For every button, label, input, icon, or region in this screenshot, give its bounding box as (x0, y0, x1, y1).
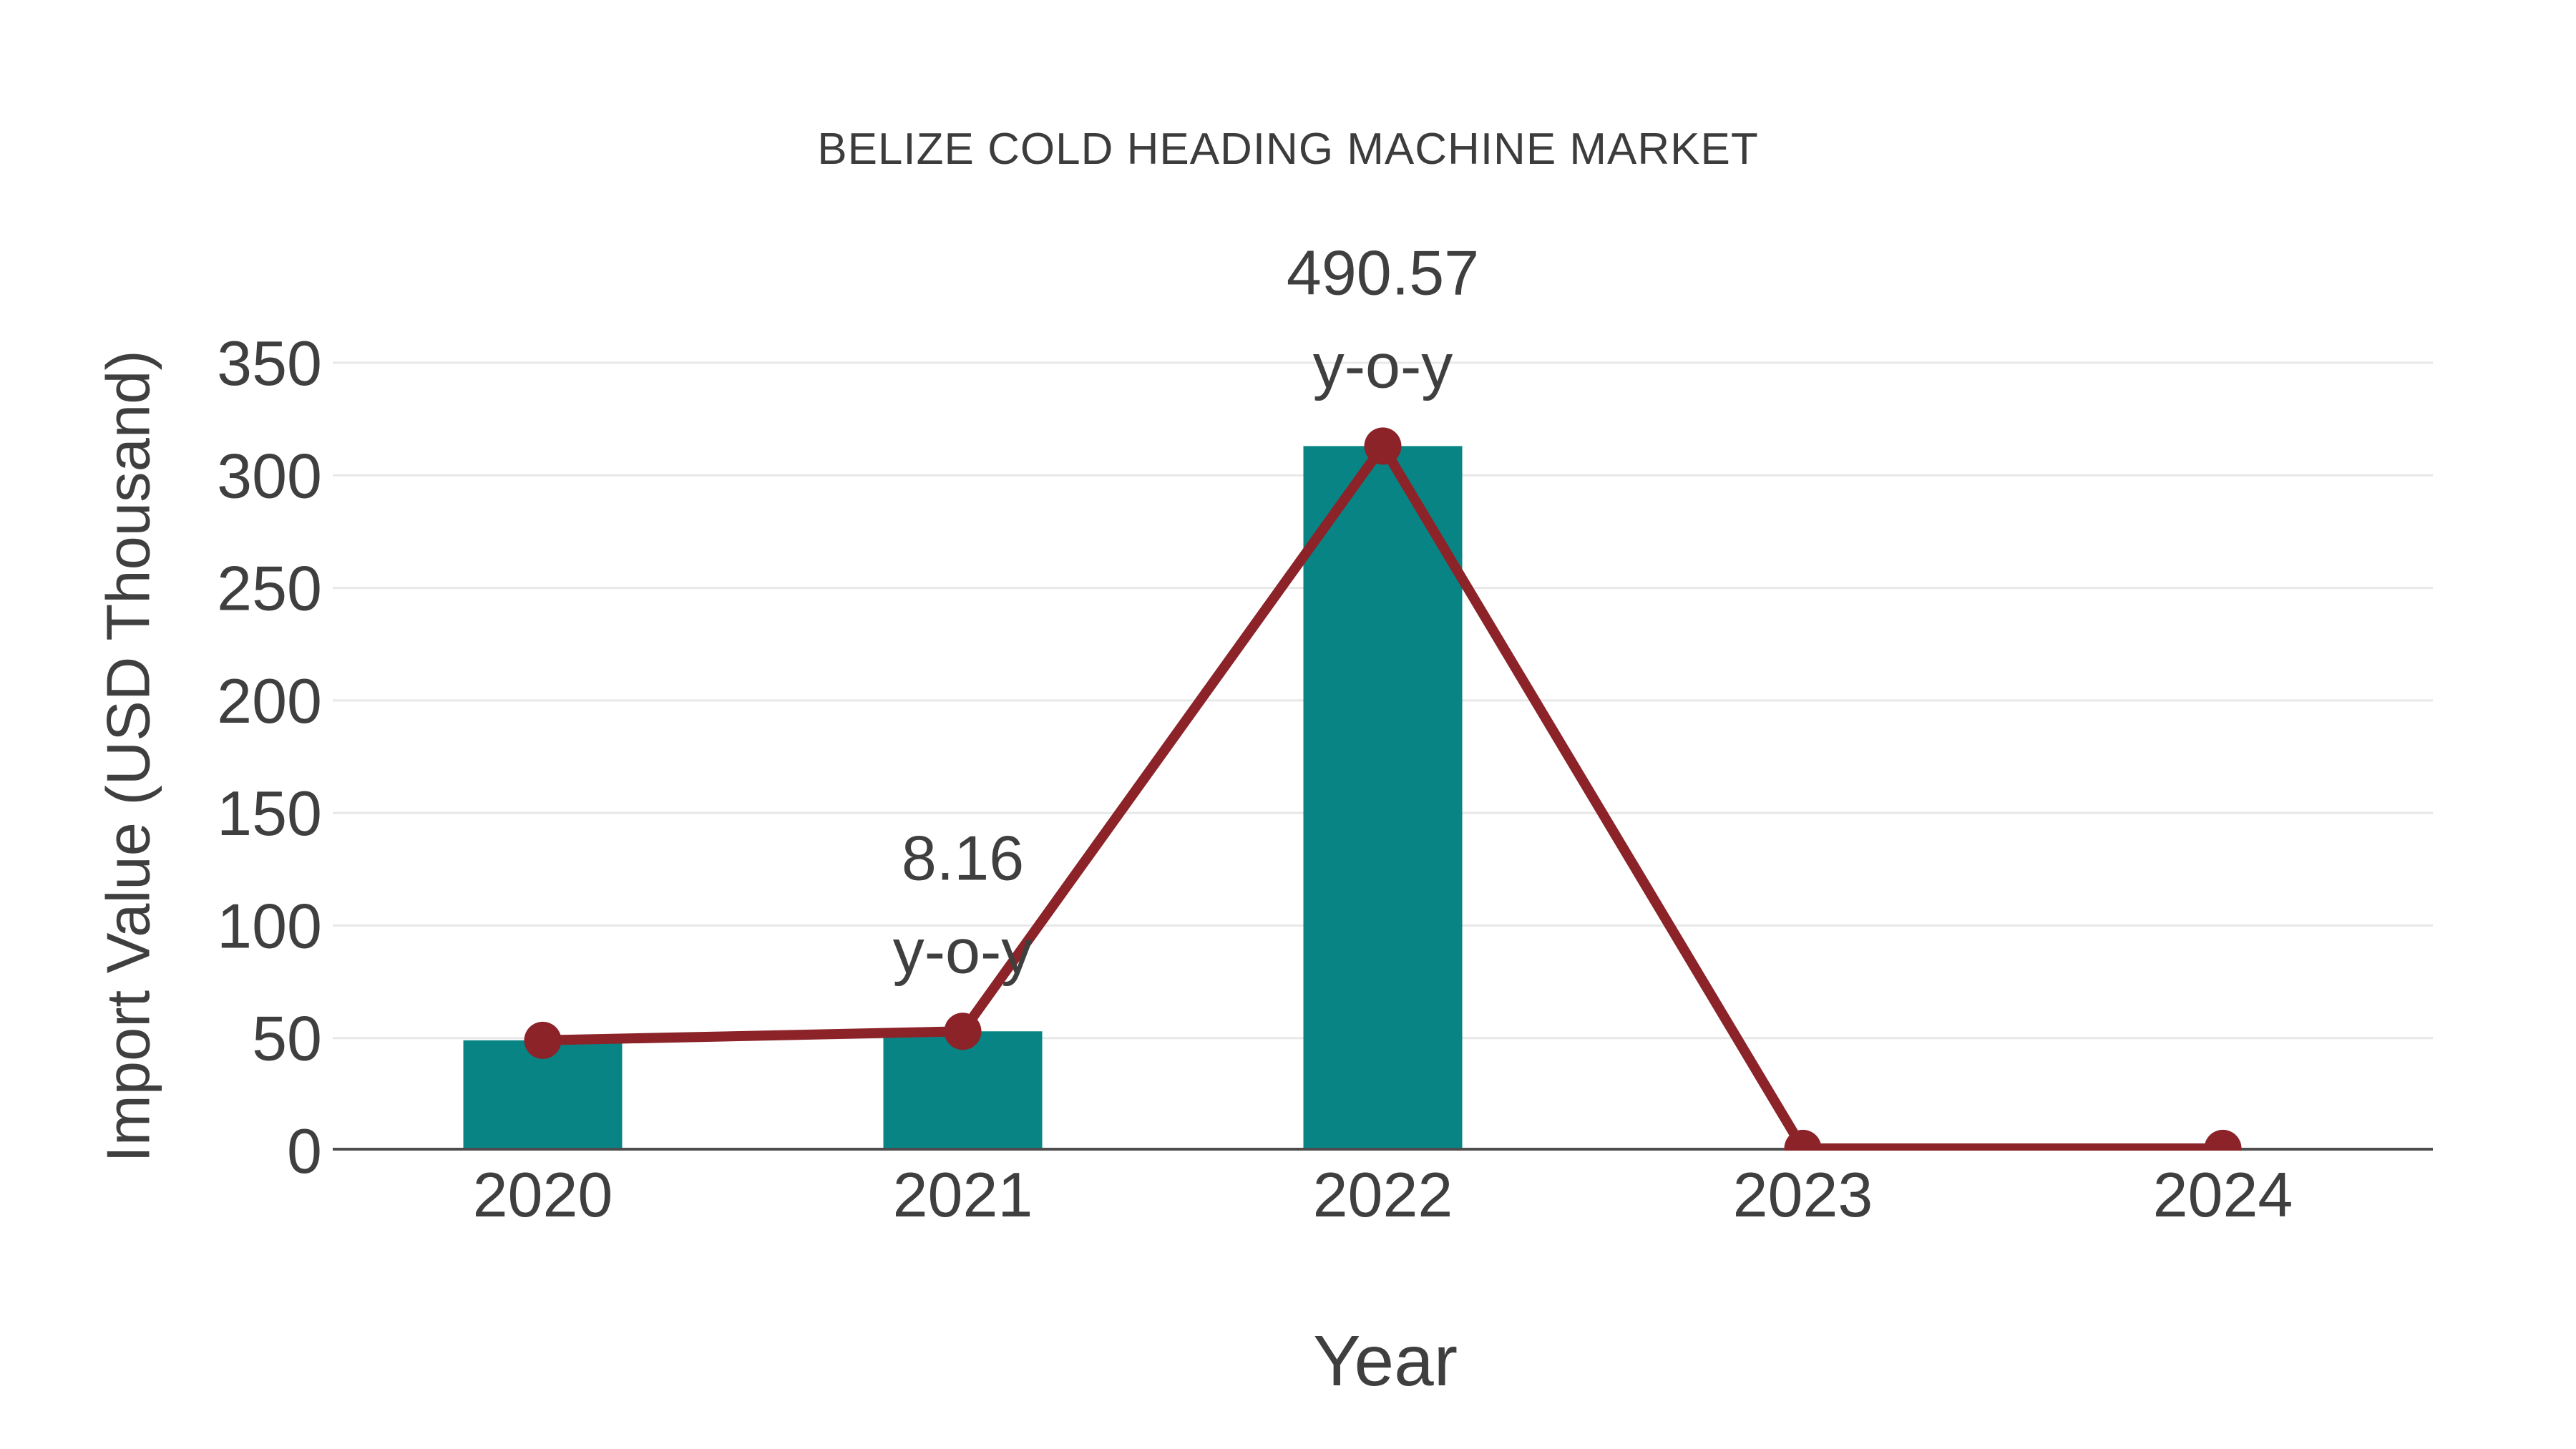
x-tick-2024: 2024 (2153, 1159, 2293, 1230)
annotation-2022-value: 490.57 (1287, 237, 1479, 308)
marker-2022 (1364, 427, 1402, 465)
bar-2021 (883, 1031, 1043, 1151)
x-tick-2023: 2023 (1733, 1159, 1873, 1230)
marker-2023 (1784, 1129, 1822, 1151)
marker-2024 (2204, 1129, 2242, 1151)
y-tick-0: 0 (287, 1116, 322, 1186)
marker-2021 (944, 1013, 982, 1050)
y-tick-100: 100 (217, 890, 322, 961)
y-tick-350: 350 (217, 328, 322, 399)
y-tick-50: 50 (252, 1003, 322, 1074)
x-axis-title: Year (1312, 1321, 1458, 1401)
x-tick-2022: 2022 (1313, 1159, 1453, 1230)
x-tick-2020: 2020 (473, 1159, 613, 1230)
bar-2022 (1303, 446, 1463, 1151)
line-series-group (524, 427, 2242, 1151)
x-tick-2021: 2021 (893, 1159, 1033, 1230)
chart-title: BELIZE COLD HEADING MACHINE MARKET (817, 125, 1759, 174)
y-tick-300: 300 (217, 440, 322, 511)
y-tick-200: 200 (217, 665, 322, 736)
y-tick-250: 250 (217, 553, 322, 624)
annotation-2021-value: 8.16 (902, 822, 1024, 893)
marker-2020 (524, 1021, 562, 1059)
annotation-2022-label: y-o-y (1313, 330, 1453, 401)
annotation-2021-label: y-o-y (893, 915, 1033, 986)
y-tick-150: 150 (217, 778, 322, 849)
